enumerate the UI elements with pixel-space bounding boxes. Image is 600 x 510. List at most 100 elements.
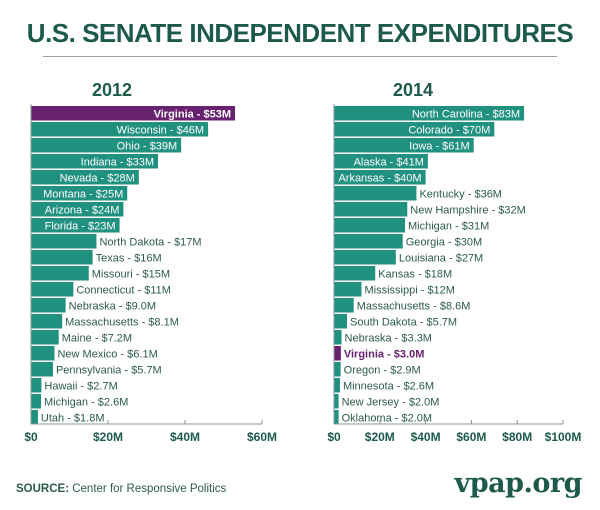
bar-label: Utah - $1.8M <box>41 412 105 424</box>
bar-label: Michigan - $31M <box>408 220 489 232</box>
x-tick-label: $40M <box>411 430 441 444</box>
source-text: Center for Responsive Politics <box>72 483 227 495</box>
bar <box>31 122 209 137</box>
source-note: SOURCE: Center for Responsive Politics <box>16 483 226 495</box>
bar <box>334 378 340 393</box>
bar-label: Alaska - $41M <box>354 156 424 168</box>
x-tick-label: $0 <box>327 430 341 444</box>
bar-label: Indiana - $33M <box>81 156 154 168</box>
bar-label: Montana - $25M <box>43 188 123 200</box>
bar-label: Louisiana - $27M <box>399 252 483 264</box>
bar <box>31 170 139 185</box>
bar <box>31 106 236 121</box>
bar <box>334 410 339 425</box>
bar-label: Georgia - $30M <box>406 236 482 248</box>
bar <box>334 330 342 345</box>
bar-label: Nebraska - $3.3M <box>345 332 432 344</box>
bar <box>31 218 120 233</box>
chart-title: U.S. SENATE INDEPENDENT EXPENDITURES <box>26 18 574 48</box>
bar-label: North Dakota - $17M <box>99 236 201 248</box>
bar-label: Pennsylvania - $5.7M <box>56 364 162 376</box>
bar <box>334 138 474 153</box>
bar <box>31 410 38 425</box>
x-tick-label: $20M <box>93 430 123 444</box>
x-tick-label: $20M <box>365 430 395 444</box>
bar <box>334 314 348 329</box>
bar-label: Kansas - $18M <box>378 268 452 280</box>
bar-label: Nebraska - $9.0M <box>69 300 156 312</box>
x-tick-label: $60M <box>247 430 277 444</box>
source-label: SOURCE: <box>16 483 70 495</box>
bar <box>31 250 93 265</box>
bar <box>31 314 63 329</box>
vpap-logo: vpap.org <box>454 468 583 499</box>
bar-label: Massachusetts - $8.6M <box>357 300 471 312</box>
bar-label: Kentucky - $36M <box>419 188 502 200</box>
bar <box>31 266 89 281</box>
panel-title: 2012 <box>92 80 132 100</box>
bar <box>334 202 408 217</box>
bar <box>334 282 362 297</box>
bar <box>334 170 426 185</box>
bar-label: New Mexico - $6.1M <box>57 348 157 360</box>
bar-label: Iowa - $61M <box>409 140 470 152</box>
bar-label: New Hampshire - $32M <box>410 204 526 216</box>
bar-label: Michigan - $2.6M <box>44 396 128 408</box>
bar <box>31 154 159 169</box>
x-tick-label: $80M <box>502 430 532 444</box>
bar <box>31 186 128 201</box>
bar-label: Massachusetts - $8.1M <box>65 316 179 328</box>
bar <box>334 186 417 201</box>
panel-title: 2014 <box>393 80 433 100</box>
bar-label: Minnesota - $2.6M <box>343 380 434 392</box>
bar-label: Florida - $23M <box>45 220 116 232</box>
bar <box>31 346 55 361</box>
bar <box>31 234 97 249</box>
bar-label: Mississippi - $12M <box>364 284 454 296</box>
bar <box>334 106 525 121</box>
bar-label: Oklahoma - $2.0M <box>342 412 432 424</box>
bar <box>31 394 42 409</box>
bar <box>334 362 341 377</box>
bar-label: Nevada - $28M <box>60 172 135 184</box>
bar <box>334 298 354 313</box>
x-tick-label: $40M <box>170 430 200 444</box>
bar <box>31 330 59 345</box>
bar-label: North Carolina - $83M <box>412 108 520 120</box>
bar-label: Arkansas - $40M <box>338 172 421 184</box>
bar <box>31 202 124 217</box>
bar <box>334 346 341 361</box>
bar <box>334 154 428 169</box>
bar <box>334 250 396 265</box>
bar <box>31 282 74 297</box>
bar-label: Connecticut - $11M <box>76 284 171 296</box>
x-tick-label: $100M <box>545 430 582 444</box>
title-divider <box>43 56 557 57</box>
bar <box>31 362 53 377</box>
bar-label: Wisconsin - $46M <box>117 124 204 136</box>
bar-label: Hawaii - $2.7M <box>44 380 117 392</box>
bar-label: Virginia - $3.0M <box>344 348 425 360</box>
bar-label: Arizona - $24M <box>45 204 120 216</box>
bar <box>334 218 405 233</box>
bar-label: New Jersey - $2.0M <box>342 396 440 408</box>
bar <box>334 394 339 409</box>
bar-label: Maine - $7.2M <box>62 332 132 344</box>
x-tick-label: $60M <box>456 430 486 444</box>
bar-label: Oregon - $2.9M <box>344 364 421 376</box>
bar <box>31 378 42 393</box>
bar <box>334 266 376 281</box>
bar-label: Missouri - $15M <box>92 268 170 280</box>
bar-label: South Dakota - $5.7M <box>350 316 457 328</box>
bar-label: Texas - $16M <box>96 252 162 264</box>
x-tick-label: $0 <box>24 430 38 444</box>
bar <box>31 138 182 153</box>
bar <box>334 122 495 137</box>
bar-label: Virginia - $53M <box>154 108 231 120</box>
bar <box>31 298 66 313</box>
bar <box>334 234 403 249</box>
bar-label: Colorado - $70M <box>408 124 490 136</box>
bar-label: Ohio - $39M <box>117 140 178 152</box>
